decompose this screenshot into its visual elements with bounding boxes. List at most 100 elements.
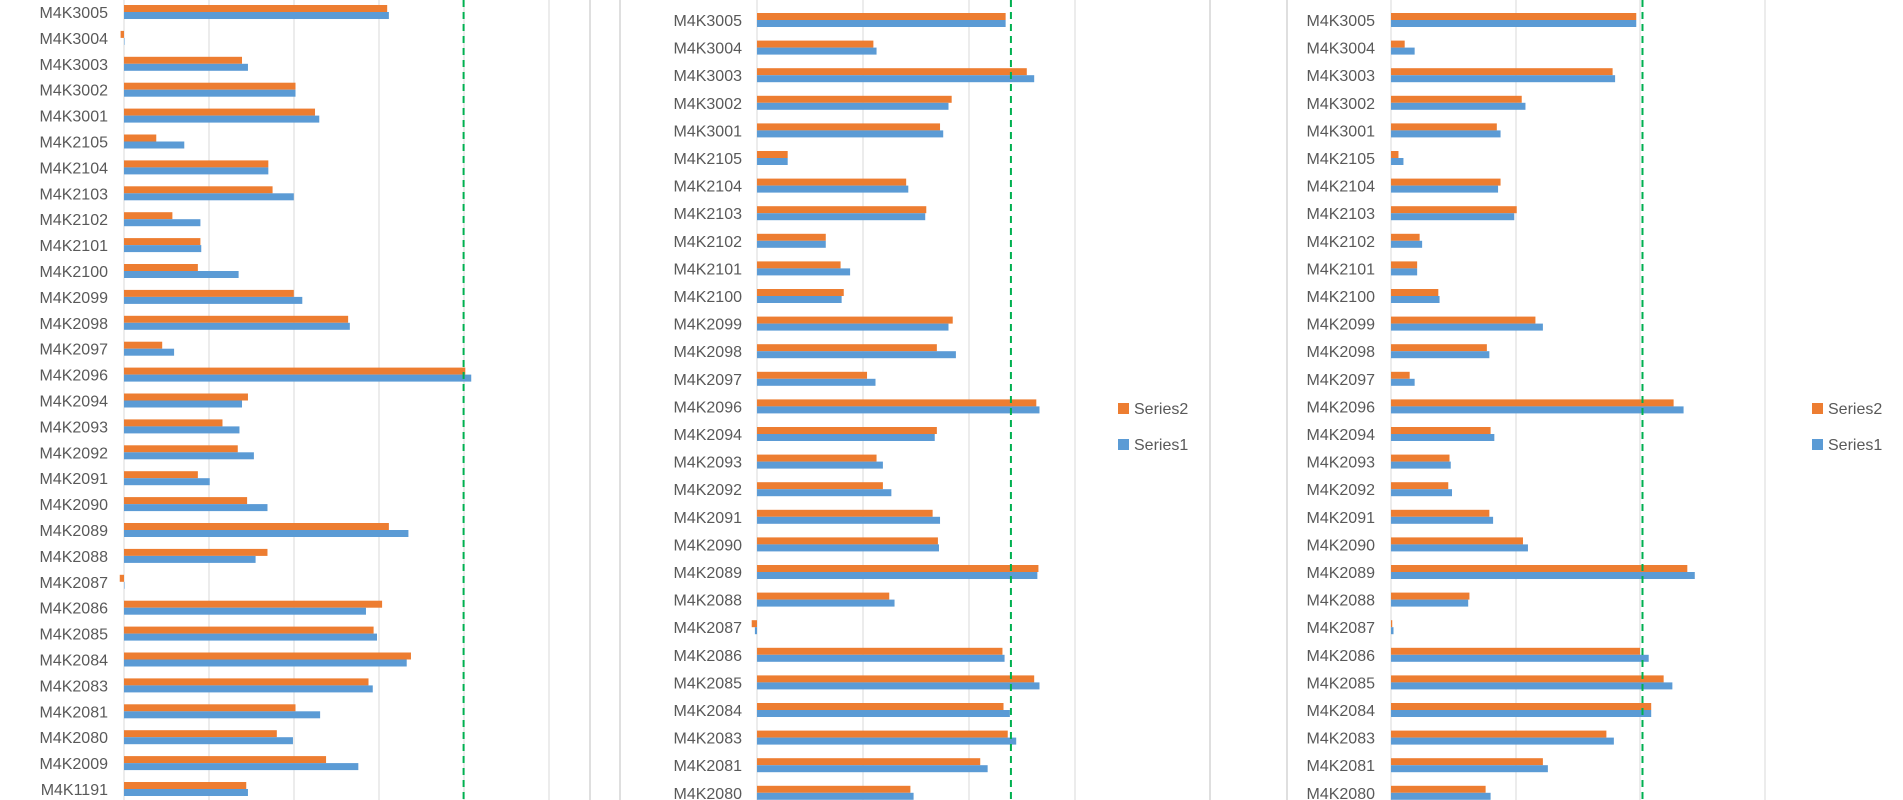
chart-1-legend-swatch-series2 bbox=[1118, 403, 1129, 414]
chart-0-bar-series1-M4K3005 bbox=[124, 12, 389, 19]
chart-1-category-label: M4K2100 bbox=[674, 289, 743, 306]
chart-0-bar-series2-M4K2087 bbox=[119, 574, 124, 582]
chart-0-category-label: M4K2085 bbox=[40, 627, 109, 644]
chart-2-bar-series2-M4K2092 bbox=[1391, 482, 1449, 490]
chart-0-bar-series2-M4K2085 bbox=[124, 626, 374, 634]
chart-1-category-label: M4K3002 bbox=[674, 96, 743, 113]
chart-1-bar-series2-M4K2088 bbox=[757, 592, 890, 600]
chart-2-category-label: M4K3002 bbox=[1307, 96, 1376, 113]
chart-0-bar-series1-M4K2104 bbox=[124, 167, 269, 175]
chart-1-category-label: M4K2083 bbox=[674, 731, 743, 748]
chart-1-bar-series1-M4K3003 bbox=[757, 75, 1035, 83]
chart-0-category-label: M4K2087 bbox=[40, 575, 109, 592]
chart-1-bar-series2-M4K3004 bbox=[757, 40, 874, 48]
chart-1-bar-series1-M4K2086 bbox=[757, 654, 1005, 662]
chart-2-bar-series2-M4K2099 bbox=[1391, 316, 1536, 324]
chart-0-bar-series1-M4K2098 bbox=[124, 322, 350, 330]
chart-1-bar-series2-M4K2085 bbox=[757, 675, 1035, 683]
chart-1-bar-series1-M4K2091 bbox=[757, 516, 941, 524]
chart-0-category-label: M4K2081 bbox=[40, 704, 109, 721]
chart-2-bar-series1-M4K2089 bbox=[1391, 572, 1695, 579]
chart-1-bar-series1-M4K2085 bbox=[757, 682, 1040, 690]
chart-1-bar-series2-M4K2099 bbox=[757, 316, 953, 324]
chart-2-category-label: M4K2101 bbox=[1307, 261, 1376, 278]
chart-0-category-label: M4K2094 bbox=[40, 394, 109, 411]
chart-2-bar-series1-M4K2103 bbox=[1391, 213, 1515, 221]
chart-1-bar-series1-M4K2098 bbox=[757, 351, 956, 359]
chart-1-category-label: M4K3001 bbox=[674, 123, 743, 140]
chart-2-legend-swatch-series2 bbox=[1812, 403, 1823, 414]
chart-0-category-label: M4K2105 bbox=[40, 135, 109, 152]
chart-0-bar-series2-M4K3005 bbox=[124, 5, 388, 12]
chart-0-bar-series1-M4K2100 bbox=[124, 271, 239, 278]
chart-1-bar-series2-M4K2097 bbox=[757, 371, 868, 379]
chart-0-bar-series2-M4K2103 bbox=[124, 186, 273, 194]
chart-1-bar-series1-M4K3005 bbox=[757, 20, 1006, 27]
chart-0-bar-series1-M4K2103 bbox=[124, 193, 294, 201]
chart-0-category-label: M4K3005 bbox=[40, 5, 109, 22]
chart-1-bar-series2-M4K2103 bbox=[757, 206, 927, 214]
chart-0-bar-series1-M4K3001 bbox=[124, 115, 320, 123]
chart-0-bar-series1-M4K2081 bbox=[124, 711, 321, 719]
chart-1-category-label: M4K2089 bbox=[674, 565, 743, 582]
chart-0-category-label: M4K2093 bbox=[40, 419, 109, 436]
chart-2-bar-series2-M4K2094 bbox=[1391, 427, 1491, 434]
chart-2-category-label: M4K2088 bbox=[1307, 593, 1376, 610]
chart-1-bar-series2-M4K3003 bbox=[757, 68, 1027, 76]
chart-0-bar-series1-M4K2091 bbox=[124, 478, 210, 486]
chart-1-bar-series2-M4K2100 bbox=[757, 289, 844, 296]
chart-1-bar-series2-M4K2104 bbox=[757, 178, 907, 186]
chart-1-category-label: M4K2101 bbox=[674, 261, 743, 278]
chart-2-bar-series2-M4K2101 bbox=[1391, 261, 1418, 269]
chart-1-legend-label-series2: Series2 bbox=[1134, 401, 1188, 418]
chart-1-bar-series1-M4K2103 bbox=[757, 213, 926, 221]
chart-2-bar-series2-M4K2084 bbox=[1391, 703, 1652, 710]
chart-0-category-label: M4K2103 bbox=[40, 186, 109, 203]
chart-0-category-label: M4K3003 bbox=[40, 57, 109, 74]
chart-1-bar-series2-M4K2089 bbox=[757, 565, 1039, 572]
chart-1-bar-series1-M4K2105 bbox=[757, 158, 788, 165]
chart-2-bar-series2-M4K2080 bbox=[1391, 785, 1486, 793]
chart-0-category-label: M4K2080 bbox=[40, 730, 109, 747]
chart-1-bar-series2-M4K2084 bbox=[757, 703, 1004, 710]
chart-1-bar-series1-M4K2087 bbox=[754, 627, 757, 635]
chart-2-category-label: M4K2104 bbox=[1307, 179, 1376, 196]
chart-0-bar-series2-M4K3004 bbox=[120, 30, 124, 38]
chart-2-bar-series1-M4K2090 bbox=[1391, 544, 1528, 552]
chart-1-category-label: M4K2104 bbox=[674, 179, 743, 196]
chart-2-bar-series2-M4K2090 bbox=[1391, 537, 1523, 545]
chart-0-bar-series2-M4K2099 bbox=[124, 289, 294, 297]
chart-1-bar-series1-M4K2094 bbox=[757, 434, 935, 441]
chart-2-category-label: M4K2081 bbox=[1307, 758, 1376, 775]
chart-0-bar-series2-M4K2091 bbox=[124, 471, 198, 479]
chart-2-bar-series1-M4K2100 bbox=[1391, 296, 1440, 303]
chart-1-category-label: M4K2097 bbox=[674, 372, 743, 389]
chart-0-category-label: M4K2088 bbox=[40, 549, 109, 566]
chart-2-bar-series1-M4K2088 bbox=[1391, 599, 1469, 607]
chart-0-bar-series1-M4K3004 bbox=[124, 37, 125, 45]
chart-1-legend-label-series1: Series1 bbox=[1134, 437, 1188, 454]
chart-2-bar-series1-M4K2091 bbox=[1391, 516, 1494, 524]
chart-0-bar-series2-M4K2098 bbox=[124, 315, 349, 323]
chart-2-bar-series2-M4K2103 bbox=[1391, 206, 1517, 214]
chart-1-category-label: M4K2105 bbox=[674, 151, 743, 168]
chart-0-category-label: M4K2009 bbox=[40, 756, 109, 773]
chart-1-bar-series2-M4K3005 bbox=[757, 13, 1006, 20]
chart-2-bar-series1-M4K2086 bbox=[1391, 654, 1649, 662]
chart-1-bar-series1-M4K2081 bbox=[757, 765, 988, 773]
chart-0-category-label: M4K2083 bbox=[40, 678, 109, 695]
chart-2-category-label: M4K2090 bbox=[1307, 537, 1376, 554]
chart-0-category-label: M4K2084 bbox=[40, 653, 109, 670]
chart-2-bar-series1-M4K2087 bbox=[1391, 627, 1394, 635]
chart-0-bar-series1-M4K2088 bbox=[124, 555, 256, 563]
chart-2-category-label: M4K2102 bbox=[1307, 234, 1376, 251]
chart-2-legend-swatch-series1 bbox=[1812, 439, 1823, 450]
chart-left: M4K3005 M4K3004 M4K3003 M4K3002 M4K3001 M4K21… bbox=[40, 0, 591, 800]
chart-0-category-label: M4K2099 bbox=[40, 290, 109, 307]
chart-0-bar-series1-M4K2097 bbox=[124, 348, 175, 356]
chart-1-bar-series2-M4K2102 bbox=[757, 233, 826, 241]
chart-0-category-label: M4K3001 bbox=[40, 109, 109, 126]
chart-2-bar-series1-M4K2094 bbox=[1391, 434, 1495, 441]
chart-0-category-label: M4K2096 bbox=[40, 368, 109, 385]
chart-1-bar-series2-M4K2101 bbox=[757, 261, 841, 269]
